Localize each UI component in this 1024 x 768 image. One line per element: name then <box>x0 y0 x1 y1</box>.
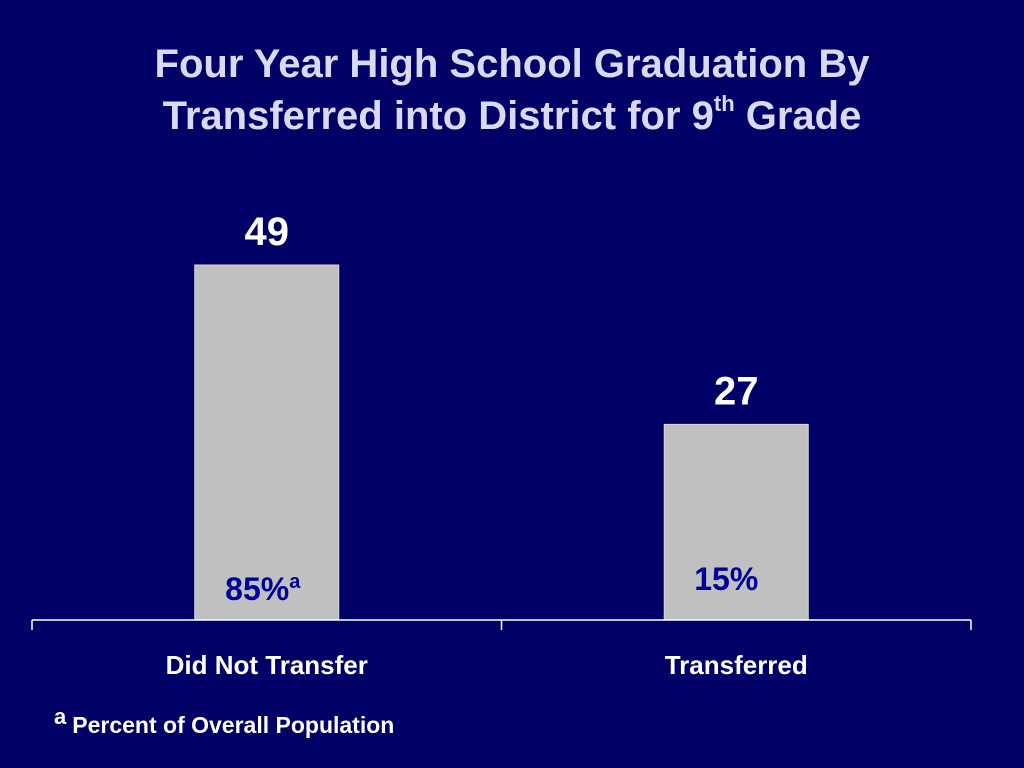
inbar-label-2: 15% <box>694 561 758 597</box>
title-line-1: Four Year High School Graduation By <box>154 42 870 86</box>
chart-title: Four Year High School Graduation By Tran… <box>0 38 1024 142</box>
x-axis <box>31 619 972 630</box>
category-label-1: Did Not Transfer <box>166 650 368 680</box>
bar-2 <box>663 423 809 621</box>
inbar-label-text: 85% <box>225 571 289 607</box>
bars-layer <box>194 264 809 621</box>
footnote-text: Percent of Overall Population <box>72 712 395 738</box>
data-label-2: 27 <box>714 369 759 413</box>
title-line-2-main: Transferred into District for 9 <box>162 94 714 138</box>
title-superscript: th <box>713 91 735 116</box>
inbar-label-text: 15% <box>694 561 758 597</box>
footnote: a Percent of Overall Population <box>54 704 395 739</box>
title-line-2: Transferred into District for 9th Grade <box>0 90 1024 142</box>
inbar-label-superscript: a <box>289 571 301 593</box>
labels-layer: 49 85%a Did Not Transfer 27 15% Transferred <box>166 210 808 680</box>
title-line-2-end: Grade <box>734 94 862 138</box>
data-label-1: 49 <box>245 210 290 254</box>
category-label-2: Transferred <box>665 650 808 680</box>
inbar-label-1: 85%a <box>225 571 301 607</box>
bar-1 <box>194 264 340 621</box>
footnote-marker: a <box>54 704 67 729</box>
